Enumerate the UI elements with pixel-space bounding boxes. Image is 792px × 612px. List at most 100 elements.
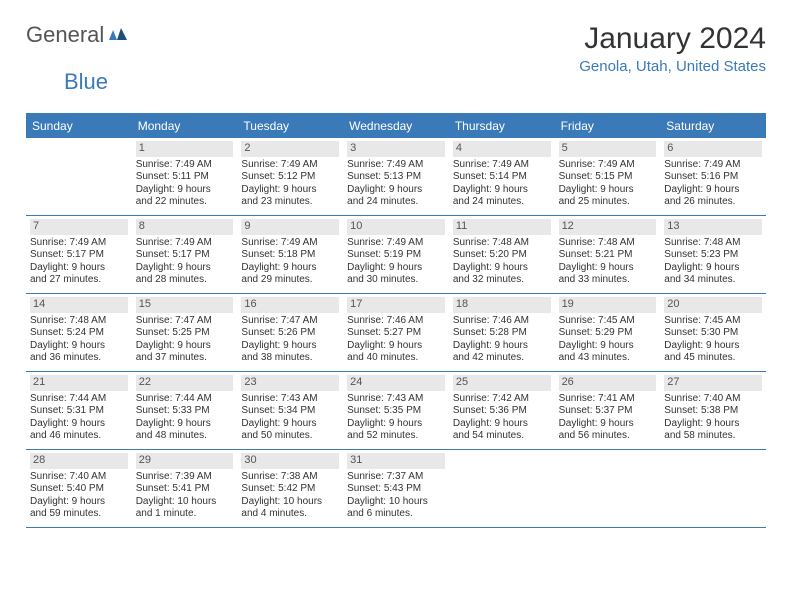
day-header: Saturday: [660, 114, 766, 138]
day-sunrise: Sunrise: 7:49 AM: [30, 237, 128, 250]
day-d2: and 38 minutes.: [241, 352, 339, 365]
day-d2: and 58 minutes.: [664, 430, 762, 443]
calendar-cell-empty: [449, 450, 555, 528]
day-header: Sunday: [26, 114, 132, 138]
day-number: 4: [453, 141, 551, 157]
day-sunrise: Sunrise: 7:49 AM: [347, 237, 445, 250]
day-sunrise: Sunrise: 7:37 AM: [347, 471, 445, 484]
day-number: 31: [347, 453, 445, 469]
day-d1: Daylight: 9 hours: [241, 184, 339, 197]
day-sunrise: Sunrise: 7:40 AM: [664, 393, 762, 406]
day-number: 10: [347, 219, 445, 235]
day-sunrise: Sunrise: 7:46 AM: [453, 315, 551, 328]
day-number: 2: [241, 141, 339, 157]
day-d2: and 22 minutes.: [136, 196, 234, 209]
day-d2: and 52 minutes.: [347, 430, 445, 443]
calendar-cell: 5Sunrise: 7:49 AMSunset: 5:15 PMDaylight…: [555, 138, 661, 216]
day-sunset: Sunset: 5:30 PM: [664, 327, 762, 340]
page-header: General January 2024 Genola, Utah, Unite…: [26, 22, 766, 75]
day-sunset: Sunset: 5:24 PM: [30, 327, 128, 340]
day-sunset: Sunset: 5:14 PM: [453, 171, 551, 184]
day-sunrise: Sunrise: 7:49 AM: [347, 159, 445, 172]
day-d2: and 42 minutes.: [453, 352, 551, 365]
day-sunrise: Sunrise: 7:42 AM: [453, 393, 551, 406]
day-d1: Daylight: 9 hours: [559, 262, 657, 275]
day-d1: Daylight: 9 hours: [453, 340, 551, 353]
day-sunset: Sunset: 5:31 PM: [30, 405, 128, 418]
day-number: 19: [559, 297, 657, 313]
day-d1: Daylight: 10 hours: [241, 496, 339, 509]
day-sunrise: Sunrise: 7:49 AM: [136, 237, 234, 250]
day-sunset: Sunset: 5:19 PM: [347, 249, 445, 262]
day-sunrise: Sunrise: 7:43 AM: [347, 393, 445, 406]
day-d2: and 32 minutes.: [453, 274, 551, 287]
calendar-cell: 4Sunrise: 7:49 AMSunset: 5:14 PMDaylight…: [449, 138, 555, 216]
calendar-cell: 11Sunrise: 7:48 AMSunset: 5:20 PMDayligh…: [449, 216, 555, 294]
day-d1: Daylight: 9 hours: [664, 340, 762, 353]
day-sunset: Sunset: 5:20 PM: [453, 249, 551, 262]
day-sunset: Sunset: 5:18 PM: [241, 249, 339, 262]
day-sunrise: Sunrise: 7:49 AM: [136, 159, 234, 172]
calendar-cell: 24Sunrise: 7:43 AMSunset: 5:35 PMDayligh…: [343, 372, 449, 450]
day-sunset: Sunset: 5:12 PM: [241, 171, 339, 184]
day-d2: and 59 minutes.: [30, 508, 128, 521]
day-d1: Daylight: 9 hours: [241, 340, 339, 353]
day-d1: Daylight: 9 hours: [664, 184, 762, 197]
calendar-cell: 26Sunrise: 7:41 AMSunset: 5:37 PMDayligh…: [555, 372, 661, 450]
day-sunrise: Sunrise: 7:44 AM: [30, 393, 128, 406]
calendar-cell: 16Sunrise: 7:47 AMSunset: 5:26 PMDayligh…: [237, 294, 343, 372]
calendar-cell: 14 Sunrise: 7:48 AMSunset: 5:24 PMDayligh…: [26, 294, 132, 372]
day-d2: and 50 minutes.: [241, 430, 339, 443]
day-d1: Daylight: 9 hours: [664, 262, 762, 275]
day-d2: and 24 minutes.: [347, 196, 445, 209]
day-sunrise: Sunrise: 7:46 AM: [347, 315, 445, 328]
day-header: Friday: [555, 114, 661, 138]
day-sunset: Sunset: 5:17 PM: [30, 249, 128, 262]
day-d1: Daylight: 9 hours: [347, 262, 445, 275]
day-sunrise: Sunrise: 7:44 AM: [136, 393, 234, 406]
day-d1: Daylight: 9 hours: [30, 340, 128, 353]
day-number: 13: [664, 219, 762, 235]
day-number: 14: [30, 297, 128, 313]
calendar-cell: 28Sunrise: 7:40 AMSunset: 5:40 PMDayligh…: [26, 450, 132, 528]
day-sunset: Sunset: 5:34 PM: [241, 405, 339, 418]
day-d2: and 45 minutes.: [664, 352, 762, 365]
day-d2: and 48 minutes.: [136, 430, 234, 443]
day-d2: and 29 minutes.: [241, 274, 339, 287]
calendar-cell: 20Sunrise: 7:45 AMSunset: 5:30 PMDayligh…: [660, 294, 766, 372]
calendar-cell: 10 Sunrise: 7:49 AMSunset: 5:19 PMDayligh…: [343, 216, 449, 294]
day-sunrise: Sunrise: 7:43 AM: [241, 393, 339, 406]
day-header: Wednesday: [343, 114, 449, 138]
day-sunrise: Sunrise: 7:45 AM: [664, 315, 762, 328]
day-number: 23: [241, 375, 339, 391]
day-d1: Daylight: 9 hours: [453, 418, 551, 431]
day-sunrise: Sunrise: 7:48 AM: [30, 315, 128, 328]
day-sunrise: Sunrise: 7:47 AM: [241, 315, 339, 328]
day-d2: and 4 minutes.: [241, 508, 339, 521]
calendar-cell: 7Sunrise: 7:49 AMSunset: 5:17 PMDaylight…: [26, 216, 132, 294]
day-d1: Daylight: 9 hours: [453, 262, 551, 275]
day-sunrise: Sunrise: 7:48 AM: [453, 237, 551, 250]
day-d2: and 23 minutes.: [241, 196, 339, 209]
day-d1: Daylight: 10 hours: [136, 496, 234, 509]
day-d2: and 1 minute.: [136, 508, 234, 521]
day-d2: and 37 minutes.: [136, 352, 234, 365]
day-d2: and 26 minutes.: [664, 196, 762, 209]
day-d2: and 33 minutes.: [559, 274, 657, 287]
calendar-cell: 27Sunrise: 7:40 AMSunset: 5:38 PMDayligh…: [660, 372, 766, 450]
day-d1: Daylight: 9 hours: [241, 262, 339, 275]
calendar-grid: SundayMondayTuesdayWednesdayThursdayFrid…: [26, 113, 766, 528]
day-number: 9: [241, 219, 339, 235]
day-d2: and 6 minutes.: [347, 508, 445, 521]
calendar-cell: 6Sunrise: 7:49 AMSunset: 5:16 PMDaylight…: [660, 138, 766, 216]
title-block: January 2024 Genola, Utah, United States: [579, 22, 766, 75]
calendar-cell: 18Sunrise: 7:46 AMSunset: 5:28 PMDayligh…: [449, 294, 555, 372]
day-sunset: Sunset: 5:40 PM: [30, 483, 128, 496]
calendar-cell: 12Sunrise: 7:48 AMSunset: 5:21 PMDayligh…: [555, 216, 661, 294]
day-d1: Daylight: 9 hours: [559, 340, 657, 353]
day-number: 29: [136, 453, 234, 469]
day-d1: Daylight: 9 hours: [30, 262, 128, 275]
day-d1: Daylight: 9 hours: [136, 262, 234, 275]
day-sunset: Sunset: 5:29 PM: [559, 327, 657, 340]
day-d1: Daylight: 9 hours: [136, 418, 234, 431]
